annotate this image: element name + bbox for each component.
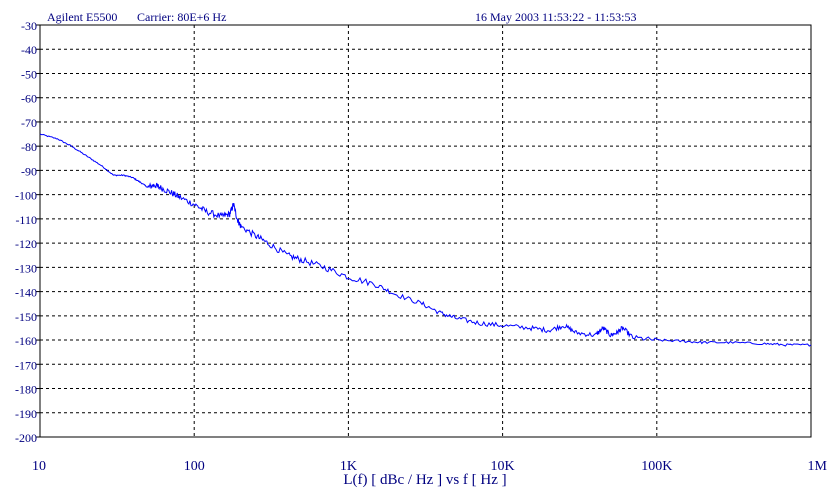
y-tick-label: -40 [21,43,37,57]
y-axis: -30 -40 -50 -60 -70 -80 -90 -100 -110 -120 -130 -14… [15,19,40,445]
y-tick-label: -90 [21,164,37,178]
plot-frame [39,24,812,438]
y-tick-label: -120 [15,237,37,251]
y-tick-label: -200 [15,431,37,445]
y-tick-label: -60 [21,92,37,106]
y-tick-label: -50 [21,67,37,81]
y-tick-label: -190 [15,407,37,421]
chart-grid [40,25,811,437]
x-tick-label: 1K [340,459,357,474]
carrier-label: Carrier: 80E+6 Hz [137,10,226,24]
x-tick-label: 10K [491,459,515,474]
y-tick-label: -160 [15,334,37,348]
x-tick-label: 10 [32,459,46,474]
x-axis: 10 100 1K 10K 100K 1M [32,459,828,474]
x-axis-label: L(f) [ dBc / Hz ] vs f [ Hz ] [343,472,506,488]
instrument-label: Agilent E5500 [47,10,117,24]
x-tick-label: 100K [641,459,672,474]
y-tick-label: -70 [21,116,37,130]
y-tick-label: -150 [15,310,37,324]
series-layer [39,133,812,347]
y-tick-label: -100 [15,189,37,203]
y-tick-label: -30 [21,19,37,33]
x-tick-label: 1M [808,459,828,474]
x-tick-label: 100 [184,459,205,474]
y-tick-label: -130 [15,261,37,275]
y-tick-label: -170 [15,358,37,372]
y-tick-label: -140 [15,286,37,300]
phase-noise-trace [39,133,812,347]
timestamp-label: 16 May 2003 11:53:22 - 11:53:53 [475,10,636,24]
y-tick-label: -110 [15,213,37,227]
y-tick-label: -180 [15,383,37,397]
y-tick-label: -80 [21,140,37,154]
